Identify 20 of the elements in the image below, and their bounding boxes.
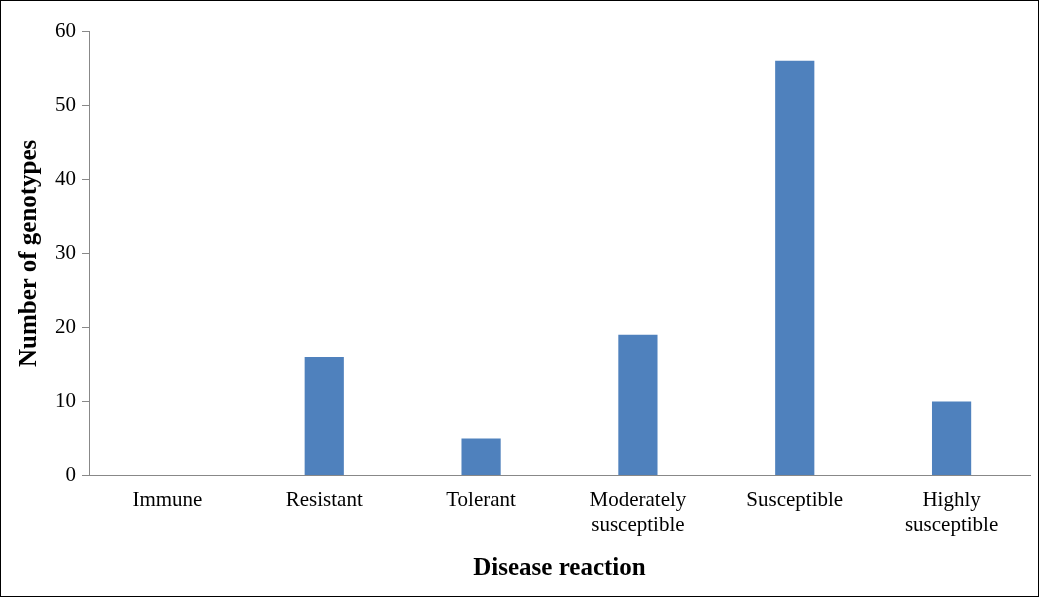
bar	[775, 60, 815, 476]
y-tick-label: 40	[55, 165, 76, 190]
x-tick-label: Moderately susceptible	[589, 486, 687, 536]
y-tick-label: 30	[55, 239, 76, 264]
x-axis-title: Disease reaction	[473, 553, 646, 581]
x-tick-label: Immune	[132, 486, 203, 511]
y-axis-title: Number of genotypes	[14, 139, 42, 367]
bar	[461, 438, 501, 476]
x-tick-label: Resistant	[285, 486, 363, 511]
bar	[931, 401, 972, 476]
x-tick-label: Highly susceptible	[904, 486, 999, 536]
y-tick-label: 10	[55, 388, 76, 413]
bar	[304, 357, 344, 476]
y-tick-label: 60	[55, 17, 76, 42]
y-tick-label: 0	[65, 462, 76, 487]
x-tick-label: Tolerant	[446, 486, 517, 511]
y-tick-label: 20	[55, 313, 76, 338]
y-tick-label: 50	[55, 91, 76, 116]
bar	[618, 334, 658, 476]
x-tick-label: Susceptible	[746, 486, 844, 511]
